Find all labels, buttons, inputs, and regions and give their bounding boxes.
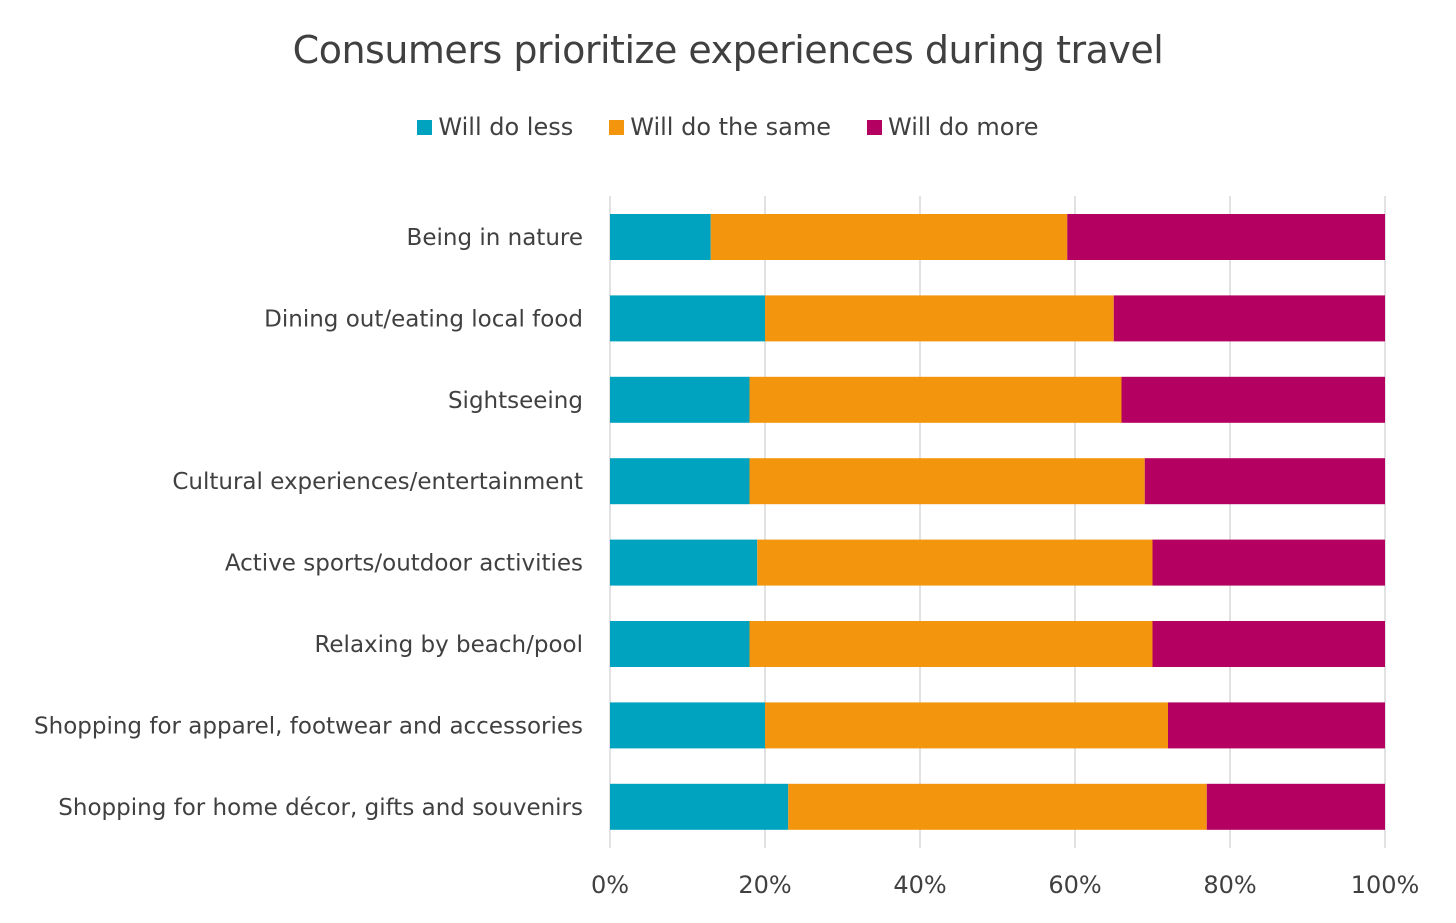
- bar-segment: [710, 214, 1068, 260]
- legend-swatch-more: [867, 119, 883, 135]
- bar-segment: [610, 214, 711, 260]
- legend-item-same: Will do the same: [609, 113, 831, 141]
- bar-segment: [1168, 702, 1385, 749]
- bar-segment: [749, 376, 1122, 423]
- bar-segment: [1152, 621, 1385, 667]
- category-label: Shopping for home décor, gifts and souve…: [58, 795, 583, 821]
- bar-segment: [1113, 295, 1385, 342]
- legend-label-less: Will do less: [438, 113, 574, 141]
- bar-segment: [757, 539, 1153, 586]
- bar-segment: [1152, 539, 1385, 586]
- bar-segment: [765, 295, 1114, 342]
- x-tick-label: 100%: [1351, 871, 1420, 899]
- legend: Will do less Will do the same Will do mo…: [0, 113, 1456, 141]
- bar-segment: [1144, 458, 1385, 505]
- legend-label-same: Will do the same: [630, 113, 832, 141]
- bar-segment: [788, 783, 1207, 830]
- bar-segment: [765, 702, 1168, 749]
- category-label: Active sports/outdoor activities: [225, 551, 583, 577]
- bar-segment: [610, 458, 750, 505]
- bar-segment: [610, 295, 765, 342]
- bar-segment: [610, 539, 758, 586]
- bar-segment: [610, 702, 765, 749]
- bar-segment: [610, 621, 750, 667]
- chart-title: Consumers prioritize experiences during …: [292, 28, 1164, 72]
- bar-segment: [1206, 783, 1385, 830]
- legend-label-more: Will do more: [888, 113, 1039, 141]
- category-label: Dining out/eating local food: [264, 306, 583, 332]
- legend-item-more: Will do more: [867, 113, 1039, 141]
- x-tick-label: 0%: [591, 871, 629, 899]
- category-label: Being in nature: [407, 225, 583, 251]
- bar-segment: [749, 621, 1153, 667]
- x-tick-label: 60%: [1048, 871, 1101, 899]
- legend-item-less: Will do less: [417, 113, 573, 141]
- category-label: Cultural experiences/entertainment: [172, 469, 583, 495]
- category-label: Relaxing by beach/pool: [314, 632, 583, 658]
- bar-segment: [1067, 214, 1385, 260]
- x-tick-label: 80%: [1203, 871, 1256, 899]
- legend-swatch-same: [609, 119, 625, 135]
- bar-segment: [610, 376, 750, 423]
- category-label: Shopping for apparel, footwear and acces…: [34, 713, 583, 739]
- bar-segment: [749, 458, 1145, 505]
- category-label: Sightseeing: [448, 388, 583, 414]
- bar-segment: [1121, 376, 1385, 423]
- bar-segment: [610, 783, 789, 830]
- x-tick-label: 40%: [893, 871, 946, 899]
- x-tick-label: 20%: [738, 871, 791, 899]
- legend-swatch-less: [417, 119, 433, 135]
